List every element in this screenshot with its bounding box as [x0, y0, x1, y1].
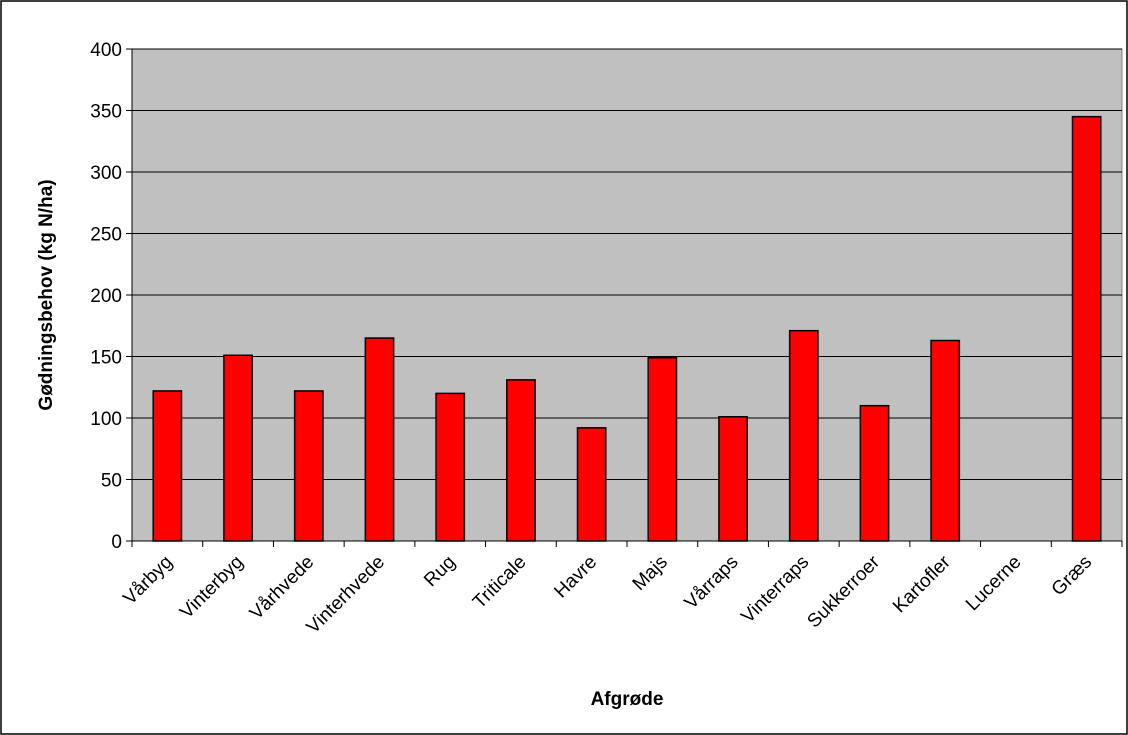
bar: [435, 392, 466, 542]
bar: [152, 390, 183, 542]
bar: [223, 354, 253, 542]
bar: [1071, 115, 1102, 542]
y-tick-label: 300: [90, 163, 122, 184]
bar: [859, 404, 890, 542]
bar: [788, 329, 819, 542]
axes: [126, 48, 1123, 547]
y-axis-title: Gødningsbehov (kg N/ha): [36, 179, 57, 410]
bar: [647, 356, 678, 542]
y-tick-label: 200: [90, 286, 122, 307]
bar: [293, 390, 324, 542]
bar: [506, 379, 536, 542]
y-tick-label: 350: [90, 102, 122, 123]
bar: [364, 337, 395, 542]
y-tick-label: 50: [101, 471, 122, 492]
y-tick-labels: 0 50 100 150 200 250 300 350 400: [90, 40, 122, 553]
bar: [930, 339, 961, 542]
y-tick-label: 0: [111, 532, 122, 553]
y-tick-label: 150: [90, 348, 122, 369]
bar: [718, 416, 748, 542]
y-tick-label: 400: [90, 40, 122, 61]
x-axis-title: Afgrøde: [591, 689, 664, 710]
y-tick-label: 100: [90, 409, 122, 430]
y-tick-label: 250: [90, 225, 122, 246]
bar: [576, 427, 607, 542]
bars: [152, 115, 1102, 542]
